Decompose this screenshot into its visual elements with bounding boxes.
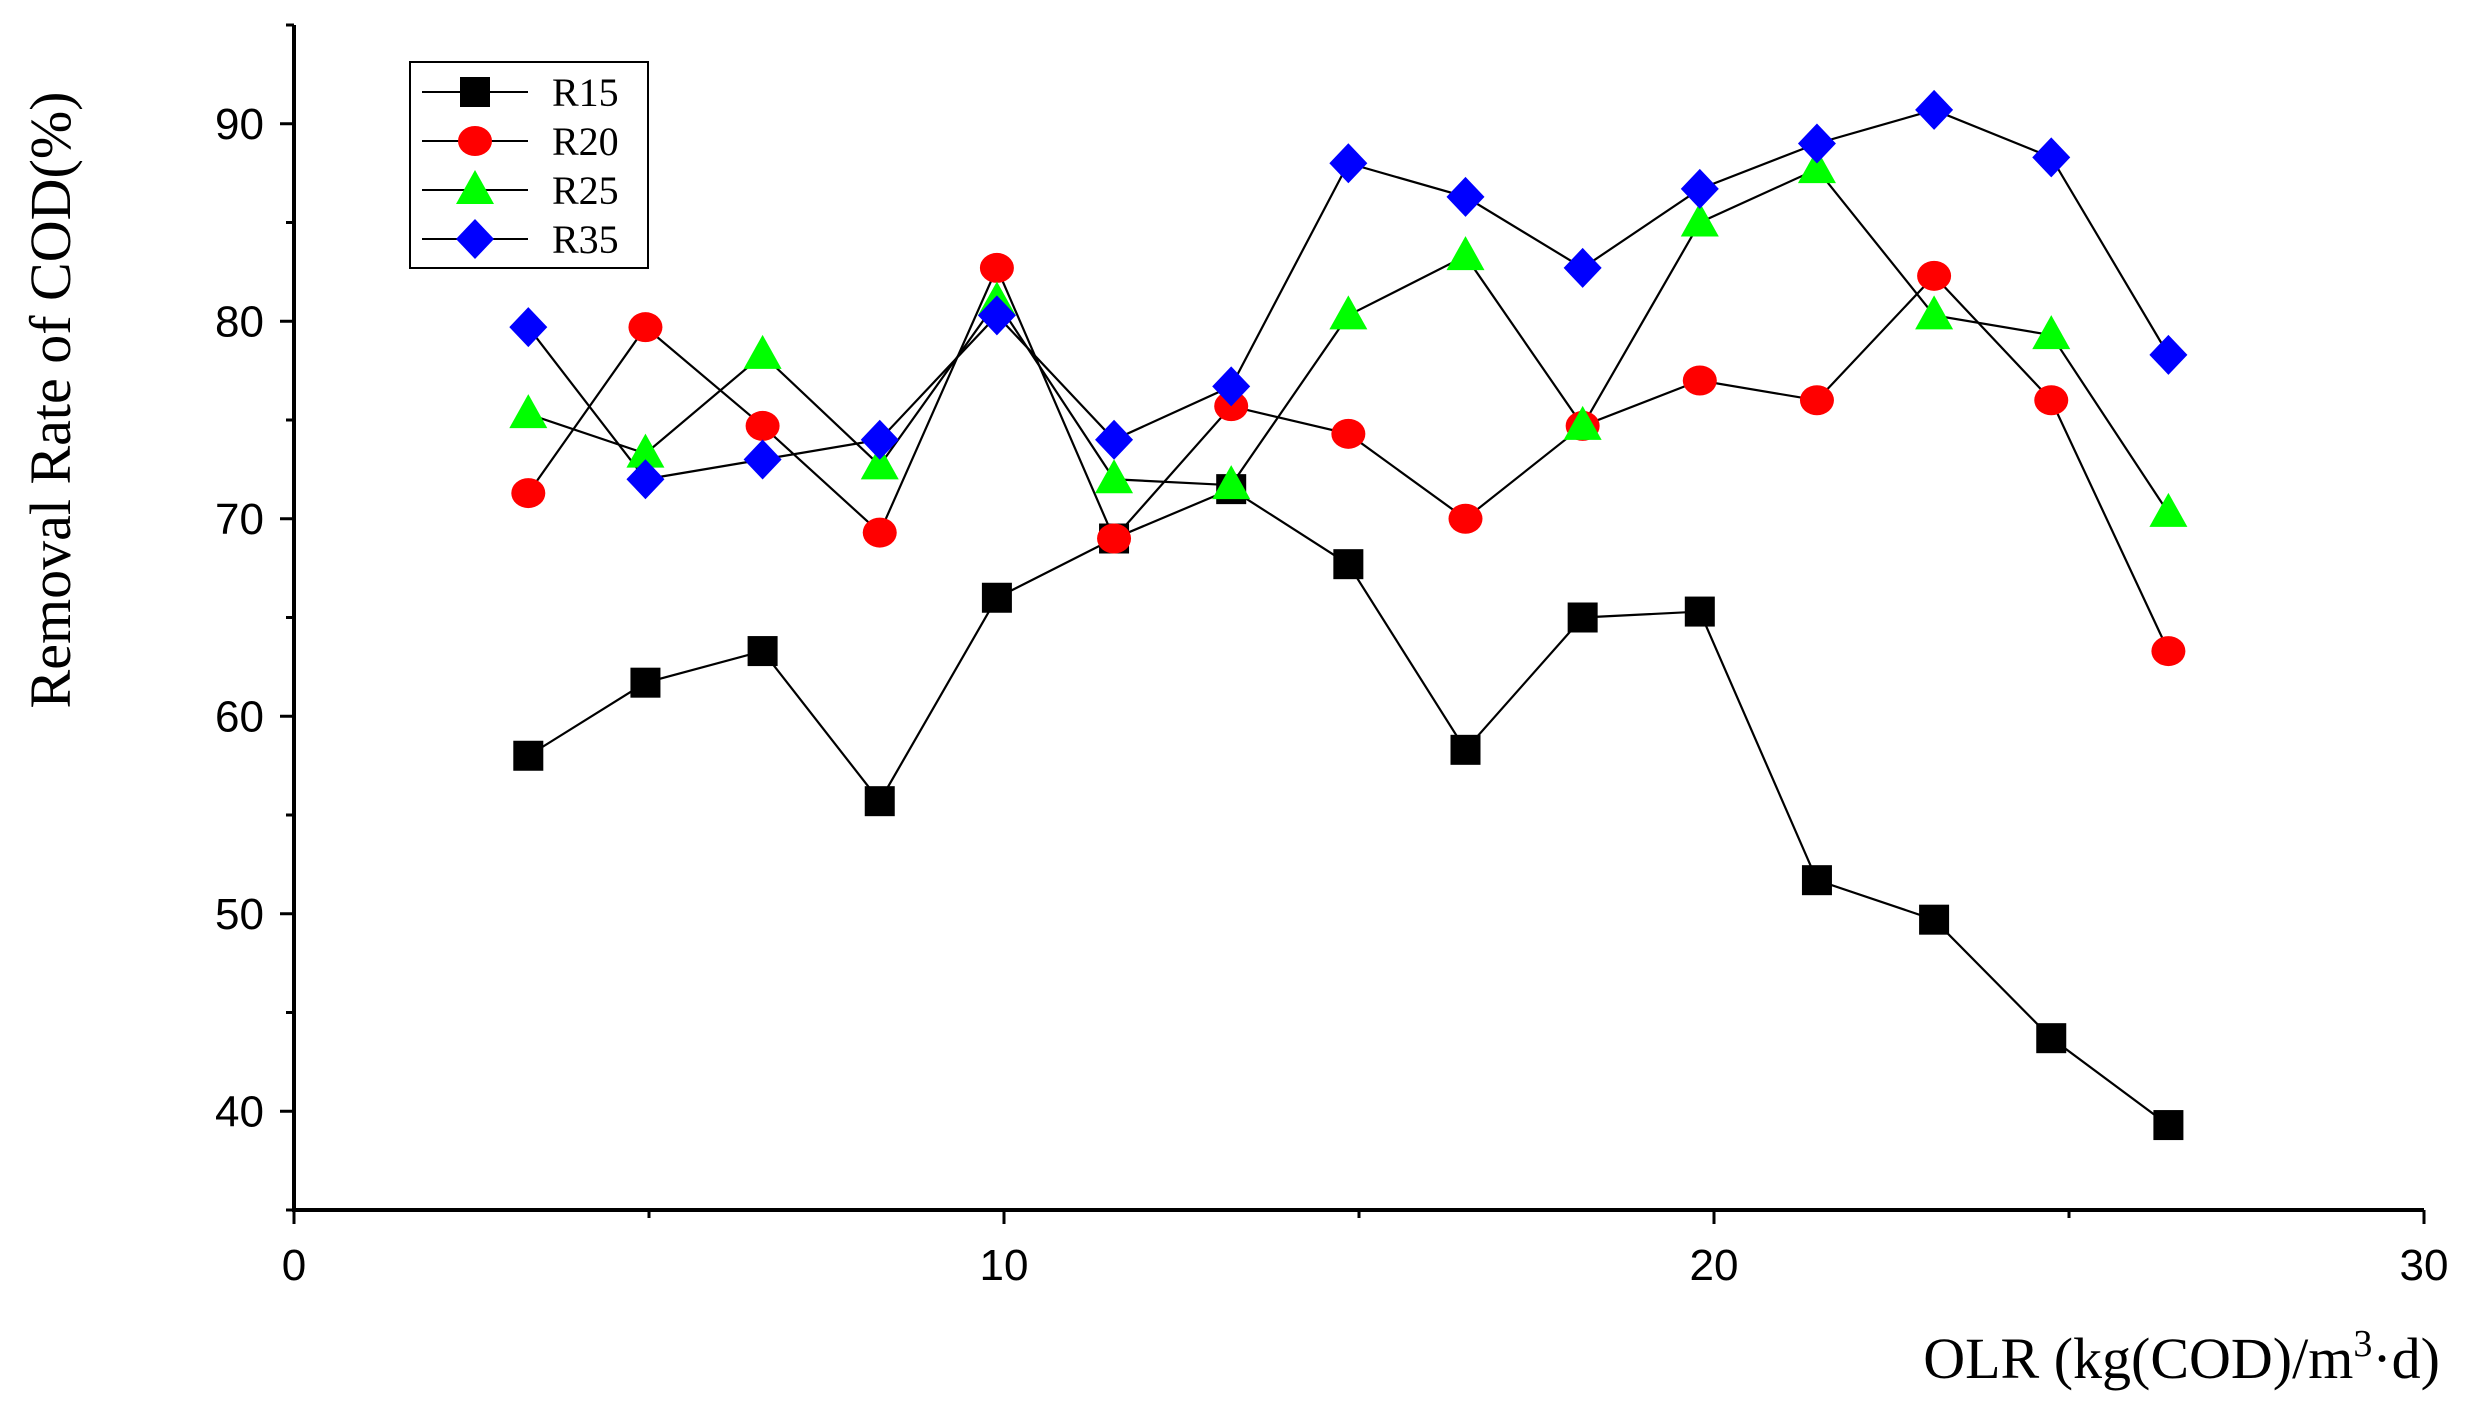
legend-label-r15: R15 bbox=[552, 70, 619, 115]
series-line-r15 bbox=[527, 487, 2170, 1126]
point-r35 bbox=[1915, 89, 1954, 130]
point-r15 bbox=[1567, 602, 1598, 633]
point-r20 bbox=[1331, 418, 1366, 449]
x-axis-title: OLR (kg(COD)/m3·d) bbox=[1923, 1323, 2440, 1391]
point-r15 bbox=[630, 667, 661, 698]
point-r35 bbox=[1797, 123, 1836, 164]
point-r20 bbox=[2034, 385, 2069, 416]
point-r35 bbox=[860, 419, 899, 460]
point-r15 bbox=[1450, 734, 1481, 765]
y-axis-title: Removal Rate of COD(%) bbox=[18, 92, 83, 709]
point-r35 bbox=[977, 295, 1016, 336]
point-r15 bbox=[747, 636, 778, 667]
point-r20 bbox=[1917, 260, 1952, 291]
point-r35 bbox=[1680, 168, 1719, 209]
x-tick-label: 0 bbox=[282, 1241, 306, 1290]
legend-marker-r15 bbox=[460, 77, 490, 107]
point-r25 bbox=[1680, 202, 1719, 237]
point-r25 bbox=[626, 433, 665, 468]
point-r25 bbox=[1446, 236, 1485, 271]
point-r35 bbox=[1212, 366, 1251, 407]
point-r15 bbox=[2036, 1023, 2067, 1054]
point-r25 bbox=[2032, 315, 2071, 350]
legend-label-r25: R25 bbox=[552, 168, 619, 213]
point-r35 bbox=[1329, 143, 1368, 184]
point-r15 bbox=[1684, 596, 1715, 627]
legend-marker-r25 bbox=[456, 170, 494, 204]
legend-box bbox=[409, 61, 649, 269]
point-r15 bbox=[513, 740, 544, 771]
point-r25 bbox=[1915, 295, 1954, 330]
y-tick-label: 60 bbox=[215, 692, 264, 741]
point-r15 bbox=[864, 786, 895, 817]
point-r25 bbox=[743, 334, 782, 369]
point-r25 bbox=[509, 394, 548, 429]
point-r20 bbox=[862, 517, 897, 548]
point-r35 bbox=[1095, 419, 1134, 460]
point-r25 bbox=[1563, 405, 1602, 440]
point-r15 bbox=[1333, 549, 1364, 580]
point-r35 bbox=[1563, 247, 1602, 288]
x-tick-label: 20 bbox=[1690, 1241, 1739, 1290]
point-r25 bbox=[1797, 149, 1836, 184]
y-tick-label: 70 bbox=[215, 495, 264, 544]
axes: 40 50 60 70 80 90 0 10 20 30 bbox=[215, 23, 2449, 1290]
point-r15 bbox=[1801, 865, 1832, 896]
point-r35 bbox=[2149, 334, 2188, 375]
point-r20 bbox=[1682, 365, 1717, 396]
y-tick-label: 90 bbox=[215, 100, 264, 149]
legend-label-r20: R20 bbox=[552, 119, 619, 164]
x-tick-label: 30 bbox=[2400, 1241, 2449, 1290]
point-r20 bbox=[628, 312, 663, 343]
point-r15 bbox=[2153, 1110, 2184, 1141]
legend-label-r35: R35 bbox=[552, 217, 619, 262]
point-r20 bbox=[1799, 385, 1834, 416]
point-r20 bbox=[1097, 523, 1132, 554]
y-tick-label: 80 bbox=[215, 297, 264, 346]
point-r20 bbox=[979, 252, 1014, 283]
point-r35 bbox=[509, 307, 548, 348]
point-r35 bbox=[1446, 176, 1485, 217]
x-tick-label: 10 bbox=[980, 1241, 1029, 1290]
series-layer bbox=[509, 89, 2188, 1141]
point-r20 bbox=[745, 410, 780, 441]
point-r35 bbox=[2032, 137, 2071, 178]
point-r20 bbox=[1448, 503, 1483, 534]
point-r35 bbox=[626, 459, 665, 500]
point-r25 bbox=[1329, 295, 1368, 330]
y-tick-label: 50 bbox=[215, 890, 264, 939]
x-axis-title-prefix: OLR (kg(COD)/m bbox=[1923, 1326, 2353, 1391]
point-r20 bbox=[511, 478, 546, 509]
point-r20 bbox=[2151, 636, 2186, 667]
x-axis-title-superscript: 3 bbox=[2353, 1323, 2372, 1365]
point-r35 bbox=[743, 439, 782, 480]
point-r15 bbox=[1919, 904, 1950, 935]
point-r25 bbox=[860, 445, 899, 480]
y-tick-label: 40 bbox=[215, 1087, 264, 1136]
point-r25 bbox=[1212, 465, 1251, 500]
x-axis-title-suffix: ·d) bbox=[2372, 1326, 2440, 1391]
legend-marker-r20 bbox=[458, 126, 492, 156]
point-r15 bbox=[981, 582, 1012, 613]
legend-marker-r35 bbox=[456, 219, 494, 259]
point-r25 bbox=[2149, 492, 2188, 527]
point-r25 bbox=[1095, 459, 1134, 494]
